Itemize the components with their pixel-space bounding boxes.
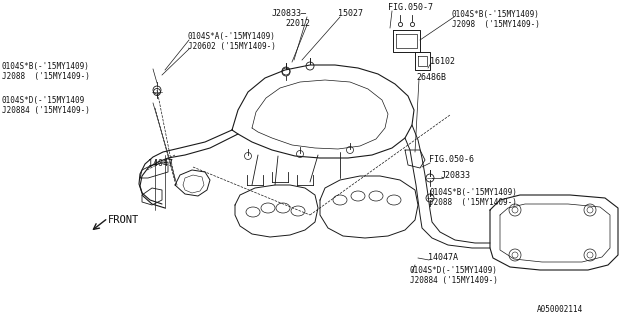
Text: J2098  ('15MY1409-): J2098 ('15MY1409-) [452,20,540,28]
Text: FIG.050-7: FIG.050-7 [388,4,433,12]
Text: J20833—: J20833— [272,10,307,19]
Text: J20884 ('15MY1409-): J20884 ('15MY1409-) [410,276,498,284]
Text: 0104S*B(-'15MY1409): 0104S*B(-'15MY1409) [429,188,517,196]
Text: FRONT: FRONT [108,215,140,225]
Text: A050002114: A050002114 [537,305,583,314]
Text: 22012: 22012 [285,19,310,28]
Text: J2088  ('15MY1409-): J2088 ('15MY1409-) [2,73,90,82]
Text: FIG.050-6: FIG.050-6 [429,156,474,164]
Text: 0104S*B(-'15MY1409): 0104S*B(-'15MY1409) [452,10,540,19]
Text: J2088  ('15MY1409-): J2088 ('15MY1409-) [429,197,517,206]
Text: 0104S*D(-'15MY1409: 0104S*D(-'15MY1409 [2,95,85,105]
Text: 0104S*A(-'15MY1409): 0104S*A(-'15MY1409) [188,33,276,42]
Text: 0104S*D(-'15MY1409): 0104S*D(-'15MY1409) [410,266,498,275]
Text: 15027: 15027 [338,10,363,19]
Text: J20602 ('15MY1409-): J20602 ('15MY1409-) [188,43,276,52]
Text: 14047: 14047 [148,158,173,167]
Text: 16102: 16102 [430,57,455,66]
Text: 26486B: 26486B [416,73,446,82]
Text: 14047A: 14047A [428,253,458,262]
Text: J20884 ('15MY1409-): J20884 ('15MY1409-) [2,106,90,115]
Text: J20833: J20833 [441,172,471,180]
Text: 0104S*B(-'15MY1409): 0104S*B(-'15MY1409) [2,62,90,71]
